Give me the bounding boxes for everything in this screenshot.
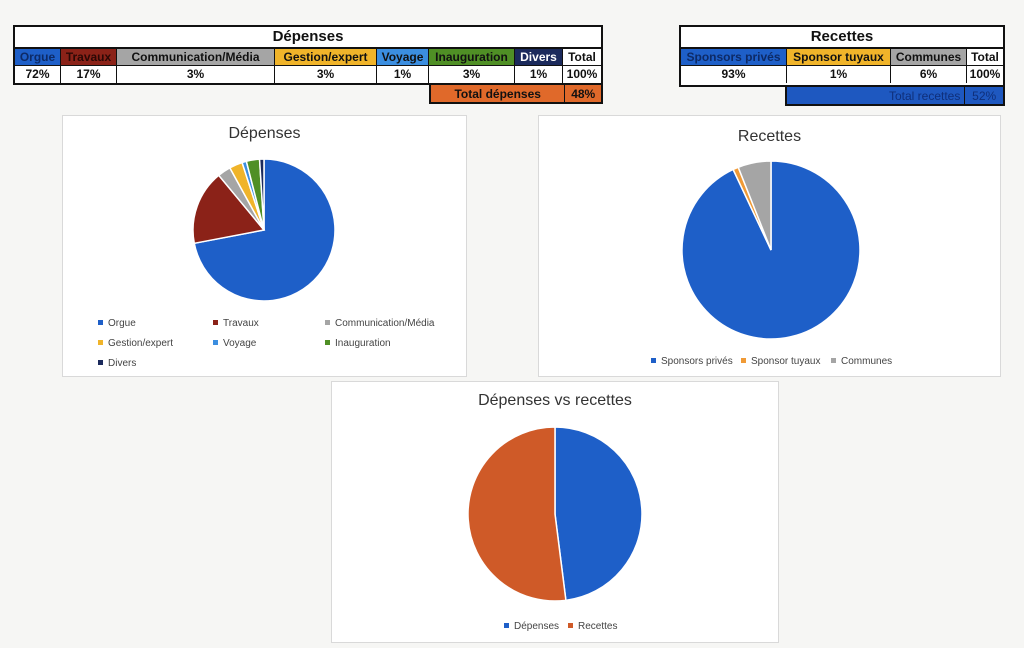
value-travaux: 17% <box>61 66 117 83</box>
legend-item-gestion: Gestion/expert <box>98 338 173 349</box>
value-divers: 1% <box>515 66 563 83</box>
legend-swatch-voyage <box>213 339 218 345</box>
legend-swatch-gestion <box>98 339 103 345</box>
legend-swatch-sponsor-tuyaux <box>741 357 746 363</box>
legend-label-recettes: Recettes <box>578 621 618 632</box>
header-communication: Communication/Média <box>117 49 275 65</box>
depenses-legend: Orgue Travaux Communication/Média Gestio… <box>63 116 468 378</box>
legend-swatch-communication <box>325 319 330 325</box>
legend-item-inauguration: Inauguration <box>325 338 391 349</box>
legend-item-depenses: Dépenses <box>504 621 559 632</box>
header-voyage: Voyage <box>377 49 429 65</box>
legend-label-travaux: Travaux <box>223 318 259 329</box>
pie-slice-depenses <box>554 426 643 602</box>
legend-item-voyage: Voyage <box>213 338 256 349</box>
recettes-table: Recettes Sponsors privés Sponsor tuyaux … <box>679 25 1005 87</box>
legend-item-recettes: Recettes <box>568 621 617 632</box>
value-communication: 3% <box>117 66 275 83</box>
pie-slice-communes <box>737 160 772 251</box>
recettes-chart-card: Recettes Sponsors privés Sponsor tuyaux … <box>538 115 1001 377</box>
total-recettes-value: 52% <box>972 89 997 103</box>
header-total-recettes: Total <box>971 50 999 64</box>
depenses-table-value-row: 72% 17% 3% 3% 1% 3% 1% 100% <box>15 66 601 83</box>
legend-label-gestion: Gestion/expert <box>108 338 174 349</box>
depenses-table-title: Dépenses <box>15 27 601 49</box>
legend-swatch-orgue <box>98 319 103 325</box>
legend-item-sponsor-tuyaux: Sponsor tuyaux <box>741 356 821 367</box>
header-sponsors-prives: Sponsors privés <box>681 49 787 65</box>
value-communes: 6% <box>891 66 967 83</box>
value-gestion: 3% <box>275 66 377 83</box>
header-total: Total <box>568 50 596 64</box>
header-divers: Divers <box>515 49 563 65</box>
recettes-table-header-row: Sponsors privés Sponsor tuyaux Communes … <box>681 49 1003 66</box>
total-recettes-label: Total recettes <box>787 87 966 104</box>
recettes-table-value-row: 93% 1% 6% 100% <box>681 66 1003 83</box>
pie-slice-travaux <box>192 174 266 245</box>
value-inauguration: 3% <box>429 66 515 83</box>
depenses-chart-title: Dépenses <box>228 125 301 142</box>
legend-swatch-recettes <box>568 622 573 628</box>
legend-item-communes: Communes <box>831 356 892 367</box>
legend-label-voyage: Voyage <box>223 338 257 349</box>
legend-label-divers: Divers <box>108 358 137 369</box>
depenses-pie <box>192 158 336 302</box>
depenses-chart-card: Dépenses Orgue Travaux Communication/Méd… <box>62 115 467 377</box>
value-sponsors-prives: 93% <box>681 66 787 83</box>
legend-swatch-sponsors-prives <box>651 357 656 363</box>
legend-swatch-travaux <box>213 319 218 325</box>
value-voyage: 1% <box>377 66 429 83</box>
depenses-table: Dépenses Orgue Travaux Communication/Méd… <box>13 25 603 85</box>
legend-label-communication: Communication/Média <box>335 318 435 329</box>
pie-slice-divers <box>258 158 265 231</box>
legend-swatch-communes <box>831 357 836 363</box>
total-depenses-row: Total dépenses 48% <box>429 85 603 104</box>
header-travaux: Travaux <box>61 49 117 65</box>
legend-label-sponsor-tuyaux: Sponsor tuyaux <box>751 356 821 367</box>
header-inauguration: Inauguration <box>429 49 515 65</box>
header-gestion: Gestion/expert <box>275 49 377 65</box>
total-recettes-row: Total recettes 52% <box>785 87 1005 106</box>
depenses-table-header-row: Orgue Travaux Communication/Média Gestio… <box>15 49 601 66</box>
legend-swatch-depenses <box>504 622 509 628</box>
value-total-recettes: 100% <box>969 67 1001 81</box>
legend-item-sponsors-prives: Sponsors privés <box>651 356 733 367</box>
header-sponsor-tuyaux: Sponsor tuyaux <box>787 49 891 65</box>
depenses-vs-recettes-pie <box>467 426 643 602</box>
header-orgue: Orgue <box>15 49 61 65</box>
legend-item-communication: Communication/Média <box>325 318 435 329</box>
value-sponsor-tuyaux: 1% <box>787 66 891 83</box>
legend-item-travaux: Travaux <box>213 318 259 329</box>
depenses-vs-recettes-chart-title: Dépenses vs recettes <box>478 392 632 409</box>
recettes-pie <box>681 160 861 340</box>
legend-label-inauguration: Inauguration <box>335 338 391 349</box>
legend-label-communes: Communes <box>841 356 893 367</box>
legend-swatch-inauguration <box>325 339 330 345</box>
legend-label-sponsors-prives: Sponsors privés <box>661 356 733 367</box>
total-depenses-label: Total dépenses <box>431 85 566 102</box>
value-total: 100% <box>566 67 598 81</box>
recettes-chart-title: Recettes <box>737 128 802 145</box>
header-communes: Communes <box>891 49 967 65</box>
legend-label-depenses: Dépenses <box>514 621 560 632</box>
legend-label-orgue: Orgue <box>108 318 136 329</box>
depenses-vs-recettes-chart-card: Dépenses vs recettes Dépenses Recettes <box>331 381 779 643</box>
value-orgue: 72% <box>15 66 61 83</box>
recettes-table-title: Recettes <box>681 27 1003 49</box>
legend-item-orgue: Orgue <box>98 318 136 329</box>
total-depenses-value: 48% <box>571 87 596 101</box>
legend-swatch-divers <box>98 359 103 365</box>
legend-item-divers: Divers <box>98 358 136 369</box>
recettes-legend: Sponsors privés Sponsor tuyaux Communes <box>539 116 1002 378</box>
depenses-vs-recettes-legend: Dépenses Recettes <box>332 382 780 644</box>
pie-slice-recettes <box>467 426 567 602</box>
